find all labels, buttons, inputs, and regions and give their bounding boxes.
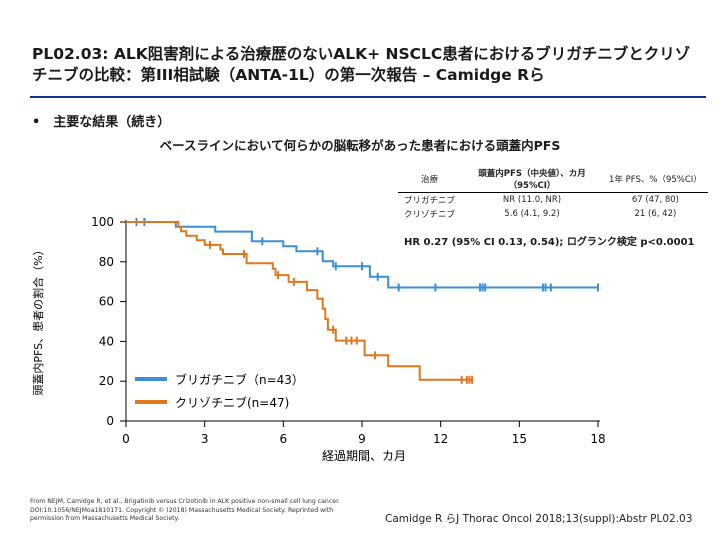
y-tick-label: 40 — [99, 334, 114, 348]
title-divider — [30, 96, 706, 98]
table-cell: NR (11.0, NR) — [502, 195, 562, 205]
y-tick-label: 0 — [106, 414, 114, 428]
km-curve-crizotinib — [126, 221, 473, 381]
chart-legend: ブリガチニブ（n=43） クリゾチニブ(n=47) — [135, 372, 304, 410]
table-header-median: 頭蓋内PFS（中央値）、カ月（95%CI） — [461, 166, 604, 193]
x-tick-label: 18 — [590, 432, 605, 446]
table-cell: 21 (6, 42) — [634, 209, 677, 219]
table-header-1yr: 1年 PFS、%（95%CI） — [603, 166, 708, 193]
table-cell: 67 (47, 80) — [631, 195, 679, 205]
legend-label-brigatinib: ブリガチニブ（n=43） — [175, 372, 304, 387]
table-cell: クリゾチニブ — [404, 210, 456, 220]
y-tick-label: 100 — [91, 215, 114, 229]
x-tick-label: 12 — [433, 432, 448, 446]
results-table: 治療 頭蓋内PFS（中央値）、カ月（95%CI） 1年 PFS、%（95%CI）… — [398, 166, 708, 221]
footer-citation: From NEJM, Camidge R, et al., Brigatinib… — [30, 498, 341, 522]
table-header-treatment: 治療 — [398, 166, 462, 193]
hr-annotation: HR 0.27 (95% CI 0.13, 0.54); ログランク検定 p<0… — [404, 237, 695, 248]
footer-reference: Camidge R らJ Thorac Oncol 2018;13(suppl)… — [385, 513, 693, 525]
chart-axes: 0 20 40 60 80 100 0 3 6 9 12 15 18 — [91, 215, 606, 446]
x-tick-label: 3 — [201, 432, 209, 446]
chart-title: ベースラインにおいて何らかの脳転移があった患者における頭蓋内PFS — [159, 138, 561, 153]
legend-label-crizotinib: クリゾチニブ(n=47) — [175, 395, 289, 410]
km-curve-brigatinib — [126, 221, 598, 289]
x-tick-label: 0 — [122, 432, 130, 446]
table-cell: ブリガチニブ — [404, 196, 456, 206]
y-tick-label: 80 — [99, 255, 114, 269]
table-row: クリゾチニブ 5.6 (4.1, 9.2) 21 (6, 42) — [398, 207, 708, 221]
chart-curves — [126, 218, 599, 384]
y-tick-label: 60 — [99, 295, 114, 309]
page-title: PL02.03: ALK阻害剤による治療歴のないALK+ NSCLC患者における… — [32, 45, 691, 84]
table-cell: 5.6 (4.1, 9.2) — [504, 209, 560, 219]
section-bullet: • 主要な結果（続き） — [32, 115, 171, 130]
table-row: ブリガチニブ NR (11.0, NR) 67 (47, 80) — [398, 193, 708, 208]
x-tick-label: 6 — [280, 432, 288, 446]
y-tick-label: 20 — [99, 374, 114, 388]
x-tick-label: 15 — [512, 432, 527, 446]
x-tick-label: 9 — [358, 432, 366, 446]
x-axis-label: 経過期間、カ月 — [322, 449, 407, 463]
